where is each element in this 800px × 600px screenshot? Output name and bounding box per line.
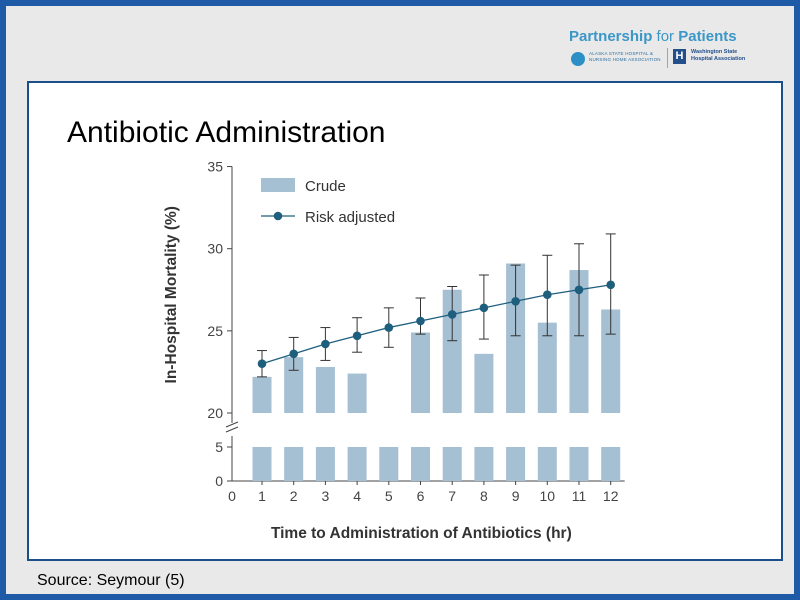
axis-break-mark [225, 426, 239, 433]
brand-title: Partnership for Patients [569, 28, 759, 45]
crude-bar [347, 373, 367, 413]
crude-bar-lower [474, 447, 494, 481]
risk-adjusted-point [416, 316, 425, 326]
x-tick-label: 7 [448, 488, 456, 504]
crude-bar-lower [379, 447, 399, 481]
x-tick-label: 4 [353, 488, 361, 504]
risk-adjusted-point [479, 303, 489, 313]
x-tick-label: 0 [228, 488, 236, 504]
crude-bar-lower [506, 447, 526, 481]
wsha-h-icon: H [673, 49, 686, 64]
risk-adjusted-point [543, 290, 552, 300]
crude-bar-lower [411, 447, 430, 481]
y-tick-label: 20 [207, 405, 223, 421]
x-tick-label: 9 [512, 488, 520, 504]
legend-crude-label: Crude [305, 178, 346, 195]
legend-risk-adjusted-marker [273, 211, 283, 221]
y-axis-label: In-Hospital Mortality (%) [163, 206, 180, 383]
crude-bar-lower [252, 447, 272, 481]
washington-logo-line1: Washington State [691, 49, 738, 55]
x-tick-label: 11 [572, 488, 587, 504]
crude-bar [252, 376, 272, 413]
alaska-logo-line2: NURSING HOME ASSOCIATION [589, 57, 661, 62]
content-frame: Antibiotic Administration 20 25 30 35 0 5 0 1 2 3… [27, 81, 783, 561]
crude-bar [442, 289, 462, 413]
risk-adjusted-line [261, 284, 611, 365]
crude-bar [601, 309, 621, 413]
y-tick-label: 0 [215, 473, 223, 489]
risk-adjusted-point [257, 359, 267, 369]
x-tick-label: 5 [385, 488, 393, 504]
x-tick-label: 3 [322, 488, 330, 504]
risk-adjusted-point [447, 310, 457, 319]
partnership-for-patients-logo: Partnership for Patients ALASKA STATE HO… [569, 28, 759, 70]
risk-adjusted-point [352, 331, 362, 341]
crude-bar [411, 332, 430, 413]
crude-bar [569, 270, 589, 413]
crude-bar-lower [601, 447, 621, 481]
crude-bar [537, 322, 557, 413]
risk-adjusted-point [511, 296, 520, 306]
crude-bar-lower [442, 447, 462, 481]
washington-logo-line2: Hospital Association [691, 56, 746, 62]
brand-word-patients: Patients [678, 28, 737, 45]
slide: Partnership for Patients ALASKA STATE HO… [6, 6, 794, 594]
source-citation: Source: Seymour (5) [37, 572, 185, 589]
x-tick-label: 10 [540, 488, 556, 504]
legend-risk-adjusted-label: Risk adjusted [305, 209, 395, 226]
x-tick-label: 1 [258, 488, 266, 504]
risk-adjusted-point [289, 349, 299, 359]
x-tick-label: 8 [480, 488, 488, 504]
risk-adjusted-point [321, 339, 330, 349]
brand-word-partnership: Partnership [569, 28, 653, 45]
crude-bar-lower [284, 447, 304, 481]
legend-crude-swatch [261, 178, 295, 192]
brand-word-for: for [656, 28, 675, 45]
crude-bar [284, 357, 304, 413]
alaska-logo-line1: ALASKA STATE HOSPITAL & [589, 51, 654, 56]
crude-bar-lower [347, 447, 367, 481]
x-tick-label: 2 [290, 488, 298, 504]
logo-divider [667, 48, 668, 68]
y-tick-label: 30 [207, 241, 223, 257]
association-logos: ALASKA STATE HOSPITAL & NURSING HOME ASS… [569, 48, 759, 70]
y-tick-label: 5 [215, 439, 223, 455]
y-tick-label: 35 [207, 159, 223, 175]
crude-bar-lower [537, 447, 557, 481]
x-tick-label: 6 [417, 488, 425, 504]
crude-bar-lower [569, 447, 589, 481]
x-tick-label: 12 [603, 488, 619, 504]
risk-adjusted-point [384, 323, 394, 332]
crude-bar [474, 353, 494, 413]
risk-adjusted-point [574, 285, 584, 295]
alaska-seal-icon [571, 52, 585, 66]
x-axis-label: Time to Administration of Antibiotics (h… [271, 525, 572, 542]
y-tick-label: 25 [207, 323, 223, 339]
risk-adjusted-point [606, 280, 615, 290]
crude-bar-lower [315, 447, 335, 481]
axis-break-mark [225, 421, 239, 428]
crude-bar [315, 366, 335, 413]
slide-title: Antibiotic Administration [67, 116, 386, 149]
